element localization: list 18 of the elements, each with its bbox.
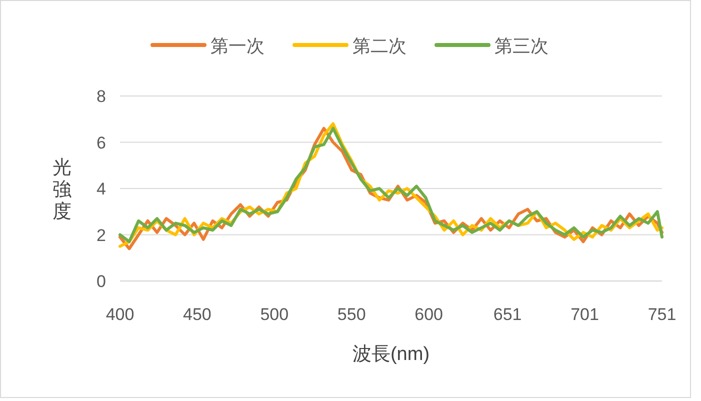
x-tick-label: 400 [106,305,134,324]
y-tick-label: 2 [96,226,106,245]
x-tick-label: 701 [570,305,599,324]
x-tick-label: 751 [648,305,676,324]
legend-label: 第二次 [352,36,406,56]
y-axis-title: 光強度 [52,158,72,222]
y-tick-label: 6 [96,133,106,152]
legend-label: 第三次 [494,36,548,56]
x-axis-title: 波長(nm) [352,344,430,365]
legend-label: 第一次 [210,36,264,56]
y-tick-label: 0 [96,272,106,291]
x-tick-label: 450 [183,305,212,324]
x-tick-label: 651 [493,305,522,324]
y-tick-label: 8 [96,87,106,106]
x-tick-label: 600 [414,305,444,324]
x-tick-label: 500 [260,305,289,324]
x-tick-label: 550 [337,305,366,324]
y-tick-label: 4 [96,180,106,198]
